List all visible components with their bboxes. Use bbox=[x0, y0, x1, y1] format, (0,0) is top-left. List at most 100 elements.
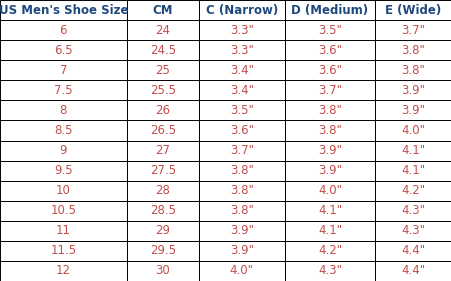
Bar bbox=[374, 221, 451, 241]
Text: 4.1": 4.1" bbox=[317, 204, 341, 217]
Text: 3.8": 3.8" bbox=[401, 64, 424, 77]
Text: 11.5: 11.5 bbox=[50, 244, 76, 257]
Text: 8: 8 bbox=[60, 104, 67, 117]
Bar bbox=[198, 221, 284, 241]
Text: 4.1": 4.1" bbox=[400, 144, 425, 157]
Text: 27.5: 27.5 bbox=[149, 164, 175, 177]
Bar bbox=[374, 60, 451, 80]
Text: 3.3": 3.3" bbox=[230, 44, 253, 57]
Text: 4.1": 4.1" bbox=[317, 224, 341, 237]
Text: US Men's Shoe Size: US Men's Shoe Size bbox=[0, 4, 128, 17]
Text: 4.1": 4.1" bbox=[400, 164, 425, 177]
Text: 4.0": 4.0" bbox=[400, 124, 425, 137]
Bar bbox=[0, 261, 126, 281]
Text: 4.3": 4.3" bbox=[400, 204, 425, 217]
Bar bbox=[374, 20, 451, 40]
Bar bbox=[284, 221, 374, 241]
Bar bbox=[126, 20, 198, 40]
Bar bbox=[284, 241, 374, 261]
Bar bbox=[284, 100, 374, 121]
Text: CM: CM bbox=[152, 4, 173, 17]
Bar bbox=[198, 100, 284, 121]
Bar bbox=[284, 20, 374, 40]
Bar bbox=[284, 0, 374, 20]
Bar bbox=[374, 181, 451, 201]
Bar bbox=[0, 80, 126, 100]
Text: 4.0": 4.0" bbox=[317, 184, 341, 197]
Bar bbox=[126, 80, 198, 100]
Bar bbox=[198, 40, 284, 60]
Bar bbox=[0, 241, 126, 261]
Text: 7.5: 7.5 bbox=[54, 84, 73, 97]
Text: 8.5: 8.5 bbox=[54, 124, 72, 137]
Text: 3.6": 3.6" bbox=[229, 124, 253, 137]
Bar bbox=[126, 160, 198, 181]
Bar bbox=[284, 201, 374, 221]
Bar bbox=[284, 121, 374, 140]
Text: 3.9": 3.9" bbox=[317, 164, 341, 177]
Bar bbox=[284, 160, 374, 181]
Bar bbox=[0, 100, 126, 121]
Bar bbox=[374, 121, 451, 140]
Text: 29.5: 29.5 bbox=[149, 244, 175, 257]
Bar bbox=[198, 60, 284, 80]
Bar bbox=[198, 160, 284, 181]
Text: 3.9": 3.9" bbox=[317, 144, 341, 157]
Text: 4.2": 4.2" bbox=[317, 244, 341, 257]
Bar bbox=[284, 60, 374, 80]
Text: 9: 9 bbox=[60, 144, 67, 157]
Text: 11: 11 bbox=[55, 224, 71, 237]
Bar bbox=[0, 140, 126, 160]
Text: 3.8": 3.8" bbox=[318, 124, 341, 137]
Bar bbox=[374, 160, 451, 181]
Text: 26.5: 26.5 bbox=[149, 124, 175, 137]
Text: 3.8": 3.8" bbox=[401, 44, 424, 57]
Bar bbox=[284, 140, 374, 160]
Bar bbox=[0, 60, 126, 80]
Bar bbox=[0, 201, 126, 221]
Text: 3.5": 3.5" bbox=[318, 24, 341, 37]
Bar bbox=[374, 100, 451, 121]
Bar bbox=[0, 40, 126, 60]
Text: 3.7": 3.7" bbox=[400, 24, 425, 37]
Text: 3.9": 3.9" bbox=[400, 104, 425, 117]
Bar bbox=[374, 0, 451, 20]
Text: 3.8": 3.8" bbox=[230, 164, 253, 177]
Text: 4.0": 4.0" bbox=[229, 264, 253, 277]
Text: 24: 24 bbox=[155, 24, 170, 37]
Bar bbox=[126, 40, 198, 60]
Bar bbox=[284, 80, 374, 100]
Text: 4.4": 4.4" bbox=[400, 244, 425, 257]
Text: 4.2": 4.2" bbox=[400, 184, 425, 197]
Text: 3.6": 3.6" bbox=[317, 44, 341, 57]
Bar bbox=[198, 181, 284, 201]
Bar bbox=[374, 241, 451, 261]
Bar bbox=[126, 181, 198, 201]
Bar bbox=[198, 0, 284, 20]
Text: 26: 26 bbox=[155, 104, 170, 117]
Bar bbox=[374, 261, 451, 281]
Text: 4.4": 4.4" bbox=[400, 264, 425, 277]
Bar bbox=[284, 40, 374, 60]
Text: 3.8": 3.8" bbox=[318, 104, 341, 117]
Text: 3.7": 3.7" bbox=[229, 144, 253, 157]
Text: D (Medium): D (Medium) bbox=[291, 4, 368, 17]
Bar bbox=[198, 201, 284, 221]
Bar bbox=[0, 221, 126, 241]
Text: 3.4": 3.4" bbox=[229, 84, 253, 97]
Text: 3.7": 3.7" bbox=[317, 84, 341, 97]
Bar bbox=[126, 60, 198, 80]
Text: 3.9": 3.9" bbox=[229, 244, 253, 257]
Text: 6: 6 bbox=[60, 24, 67, 37]
Bar bbox=[198, 20, 284, 40]
Bar bbox=[0, 121, 126, 140]
Text: 3.9": 3.9" bbox=[229, 224, 253, 237]
Bar bbox=[198, 241, 284, 261]
Text: 3.9": 3.9" bbox=[400, 84, 425, 97]
Bar bbox=[126, 121, 198, 140]
Text: 10.5: 10.5 bbox=[50, 204, 76, 217]
Text: 25: 25 bbox=[155, 64, 170, 77]
Bar bbox=[126, 261, 198, 281]
Text: 30: 30 bbox=[155, 264, 170, 277]
Text: 9.5: 9.5 bbox=[54, 164, 73, 177]
